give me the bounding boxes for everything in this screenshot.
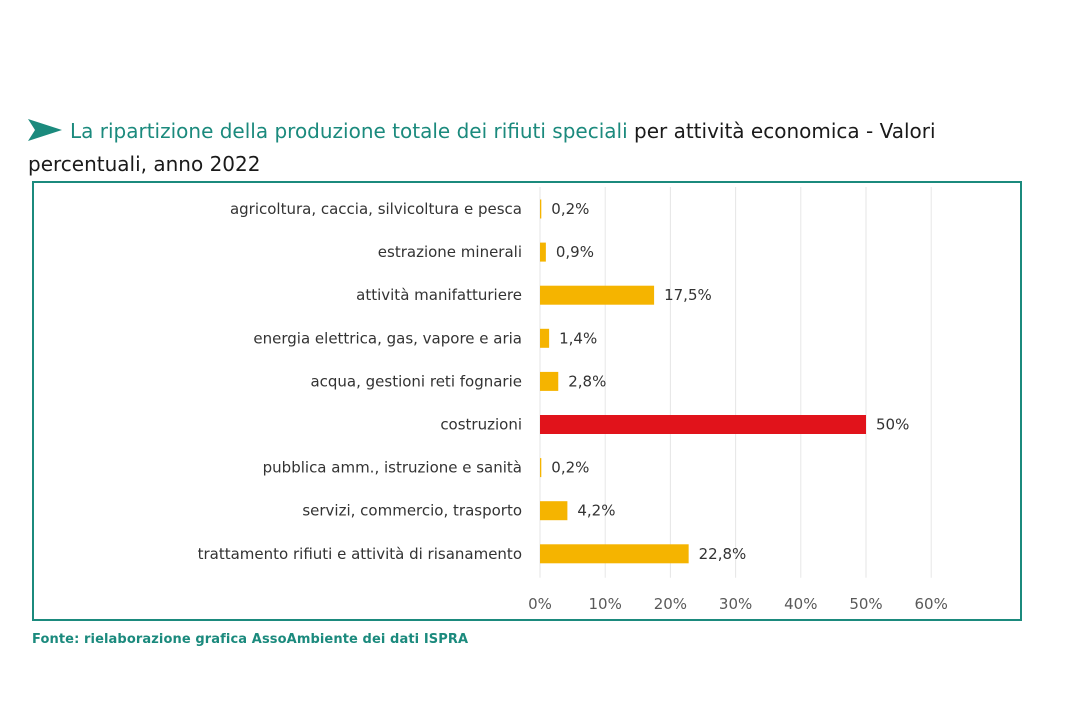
arrow-icon [28,119,62,149]
bar [540,501,568,521]
data-label: 22,8% [699,545,747,563]
data-label: 0,2% [551,459,589,477]
data-label: 4,2% [577,502,615,520]
title-rest: per attività economica - Valori percentu… [28,119,936,176]
category-label: pubblica amm., istruzione e sanità [263,459,522,477]
data-label: 1,4% [559,329,597,347]
bar-chart: 0% 10% 20% 30% 40% 50% 60% agricoltura, caccia,… [198,187,948,613]
category-label: energia elettrica, gas, vapore e aria [253,329,522,347]
chart-frame: 0% 10% 20% 30% 40% 50% 60% agricoltura, caccia,… [32,181,1022,621]
category-label: agricoltura, caccia, silvicoltura e pesc… [230,200,522,218]
bar [540,544,689,564]
bar [540,285,655,305]
title-highlight: La ripartizione della produzione totale … [70,119,628,143]
bar [540,415,866,434]
data-label: 17,5% [664,286,712,304]
bar [540,458,542,478]
category-label: costruzioni [440,416,522,434]
x-tick-label: 0% [528,595,552,613]
x-tick-label: 60% [915,595,948,613]
category-label: trattamento rifiuti e attività di risana… [198,545,522,563]
category-label: estrazione minerali [378,243,522,261]
bar [540,371,559,391]
x-tick-label: 40% [784,595,817,613]
x-tick-label: 30% [719,595,752,613]
data-label: 0,9% [556,243,594,261]
source-note: Fonte: rielaborazione grafica AssoAmbien… [32,632,469,647]
category-label: servizi, commercio, trasporto [302,502,522,520]
category-label: acqua, gestioni reti fognarie [310,372,522,390]
chart-title: La ripartizione della produzione totale … [28,116,1058,179]
x-tick-label: 10% [589,595,622,613]
category-label: attività manifatturiere [356,286,522,304]
bar [540,328,550,348]
bar [540,242,546,262]
data-label: 0,2% [551,200,589,218]
bar [540,199,542,219]
data-label: 50% [876,416,909,434]
x-tick-label: 50% [849,595,882,613]
x-tick-label: 20% [654,595,687,613]
data-label: 2,8% [568,372,606,390]
